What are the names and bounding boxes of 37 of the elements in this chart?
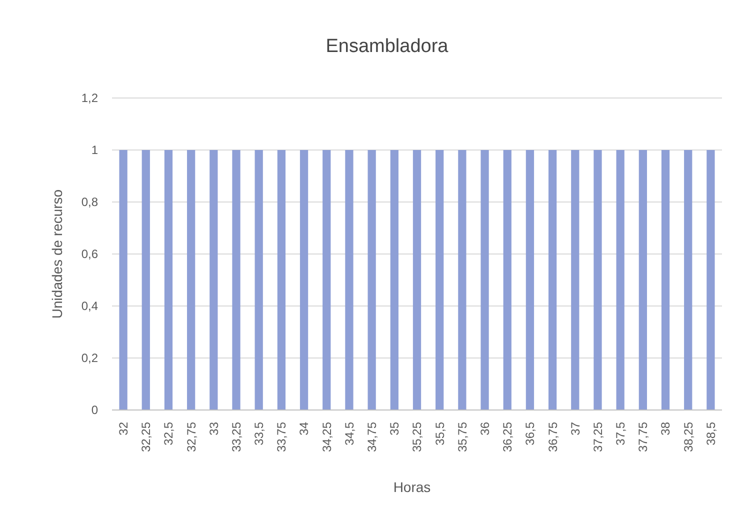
x-tick-label: 32,75 — [184, 422, 198, 452]
x-tick-label: 38,25 — [681, 422, 696, 452]
y-axis-title: Unidades de recurso — [49, 189, 65, 319]
x-tick-label: 38,5 — [704, 422, 718, 446]
x-tick-label: 34,75 — [365, 422, 380, 452]
x-tick-label: 32,25 — [139, 422, 154, 452]
y-tick-label: 0 — [91, 403, 98, 418]
y-tick-label: 0,2 — [81, 351, 98, 366]
x-tick-label: 37,5 — [614, 422, 628, 446]
x-tick-label: 34,5 — [342, 422, 356, 446]
x-tick-label: 38 — [658, 422, 673, 436]
x-tick-label: 35,75 — [455, 422, 470, 452]
x-tick-label: 36 — [478, 422, 492, 436]
x-axis-title: Horas — [393, 479, 431, 495]
y-tick-label: 1 — [91, 143, 98, 158]
chart-title: Ensambladora — [326, 36, 449, 57]
x-tick-label: 35,25 — [410, 422, 424, 452]
y-tick-label: 0,4 — [81, 299, 98, 314]
x-tick-label: 35 — [388, 422, 402, 436]
x-tick-label: 34 — [297, 422, 312, 436]
x-tick-label: 37,25 — [590, 422, 605, 452]
x-tick-label: 36,5 — [523, 422, 538, 446]
x-tick-label: 32 — [116, 422, 130, 436]
y-tick-label: 0,6 — [81, 247, 98, 262]
x-tick-label: 32,5 — [162, 422, 176, 446]
x-tick-label: 33 — [206, 422, 221, 436]
x-tick-label: 37 — [568, 422, 582, 436]
x-tick-label: 36,75 — [546, 422, 560, 452]
x-tick-label: 33,25 — [229, 422, 244, 452]
x-tick-label: 34,25 — [320, 422, 334, 452]
x-tick-label: 33,5 — [252, 422, 266, 446]
y-tick-label: 1,2 — [81, 91, 98, 106]
y-tick-label: 0,8 — [81, 195, 98, 210]
x-tick-label: 35,5 — [432, 422, 447, 446]
x-tick-label: 33,75 — [274, 422, 289, 452]
x-tick-label: 36,25 — [500, 422, 515, 452]
x-tick-label: 37,75 — [636, 422, 650, 452]
